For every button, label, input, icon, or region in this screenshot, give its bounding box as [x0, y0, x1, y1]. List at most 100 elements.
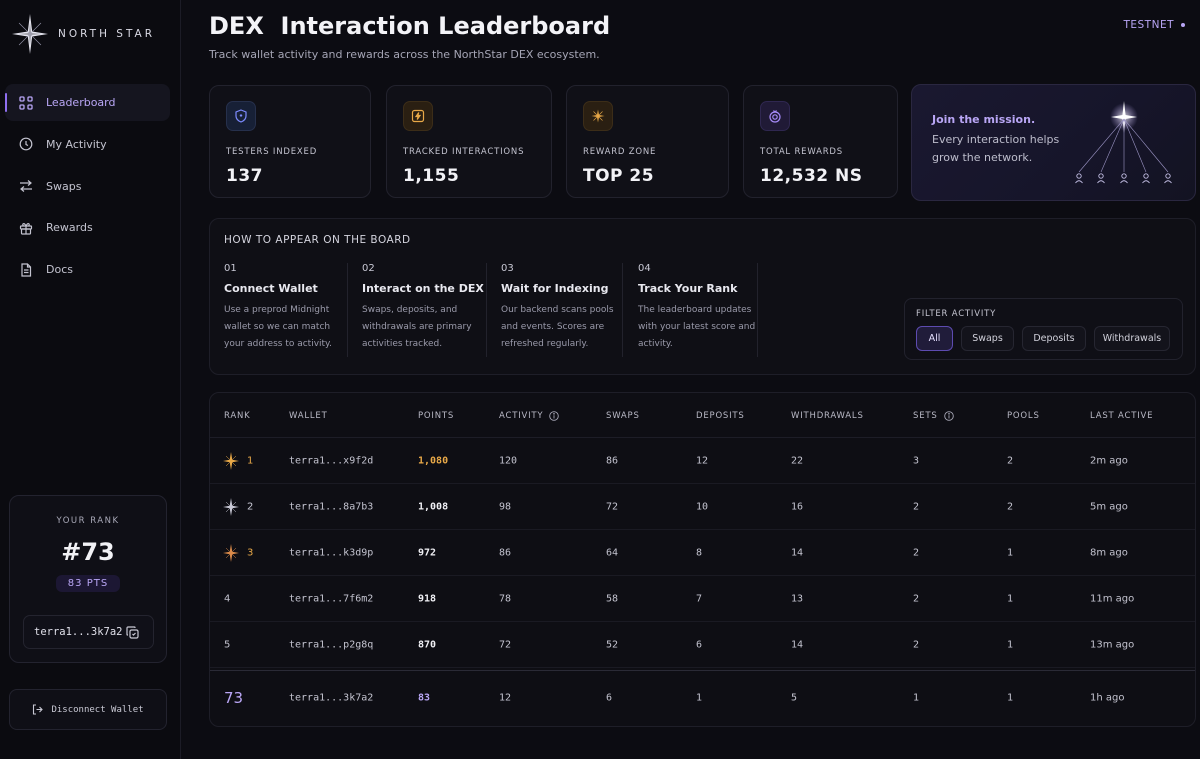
column-header-activity[interactable]: ACTIVITY [499, 411, 560, 421]
column-header-points[interactable]: POINTS [418, 411, 455, 421]
column-header-sets[interactable]: SETS [913, 411, 954, 421]
step-number: 01 [224, 263, 237, 274]
swaps-cell: 52 [606, 639, 619, 650]
table-row[interactable]: 4 terra1...7f6m2 918 78 58 7 13 2 1 11m ago [210, 576, 1195, 622]
rank-cell: 5 [224, 639, 231, 650]
step-divider [622, 263, 623, 357]
filter-chip-deposits[interactable]: Deposits [1022, 326, 1086, 351]
table-row[interactable]: 3 terra1...k3d9p 972 86 64 8 14 2 1 8m ago [210, 530, 1195, 576]
points-cell: 972 [418, 547, 437, 558]
info-icon[interactable] [943, 411, 954, 421]
table-row-your-rank[interactable]: 73 terra1...3k7a2 83 12 6 1 5 1 1 1h ago [210, 670, 1195, 724]
last-active-cell: 5m ago [1090, 501, 1128, 512]
step-number: 03 [501, 263, 514, 274]
points-cell: 870 [418, 639, 437, 650]
sidebar-item-leaderboard[interactable]: Leaderboard [5, 84, 170, 121]
withdrawals-cell: 5 [791, 692, 798, 703]
column-header-withdrawals[interactable]: WITHDRAWALS [791, 411, 864, 421]
activity-cell: 78 [499, 593, 512, 604]
stat-label: REWARD ZONE [583, 147, 657, 157]
pools-cell: 1 [1007, 692, 1014, 703]
wallet-cell[interactable]: terra1...x9f2d [289, 455, 374, 466]
deposits-cell: 7 [696, 593, 703, 604]
your-rank-number: #73 [61, 538, 115, 566]
your-wallet-address[interactable]: terra1...3k7a2 [23, 615, 154, 649]
sidebar-item-docs[interactable]: Docs [5, 251, 170, 288]
gold-star-icon [223, 451, 239, 470]
column-header-pools[interactable]: POOLS [1007, 411, 1040, 421]
table-row[interactable]: 5 terra1...p2g8q 870 72 52 6 14 2 1 13m ago [210, 622, 1195, 668]
filter-chip-withdrawals[interactable]: Withdrawals [1094, 326, 1170, 351]
deposits-cell: 6 [696, 639, 703, 650]
sets-cell: 3 [913, 455, 920, 466]
network-constellation-icon [1075, 101, 1172, 184]
stat-icon-box [226, 101, 256, 131]
withdrawals-cell: 14 [791, 547, 804, 558]
network-badge[interactable]: TESTNET [1123, 19, 1185, 31]
howto-step: 03 Wait for Indexing Our backend scans p… [501, 263, 625, 353]
sidebar-item-label: Rewards [46, 221, 93, 235]
info-icon[interactable] [549, 411, 560, 421]
sidebar: NORTH STAR Leaderboard My Activity Swaps [0, 0, 181, 759]
step-divider [347, 263, 348, 357]
pools-cell: 1 [1007, 639, 1014, 650]
stat-card-total-rewards: TOTAL REWARDS 12,532 NS [743, 85, 898, 198]
deposits-cell: 1 [696, 692, 703, 703]
network-label: TESTNET [1123, 19, 1174, 31]
sidebar-nav: Leaderboard My Activity Swaps Rewards [5, 84, 170, 293]
activity-cell: 120 [499, 455, 518, 466]
mission-title: Join the mission. [932, 113, 1036, 126]
sidebar-item-my-activity[interactable]: My Activity [5, 126, 170, 163]
sidebar-item-rewards[interactable]: Rewards [5, 209, 170, 246]
copy-icon[interactable] [126, 626, 139, 639]
table-row[interactable]: 1 terra1...x9f2d 1,080 120 86 12 22 3 2 2m ago [210, 438, 1195, 484]
swaps-cell: 64 [606, 547, 619, 558]
join-mission-card[interactable]: Join the mission. Every interaction help… [911, 84, 1196, 201]
table-header: RANK WALLET POINTS ACTIVITY SWAPS DEPOSI… [210, 393, 1195, 438]
activity-cell: 72 [499, 639, 512, 650]
leaderboard-table: RANK WALLET POINTS ACTIVITY SWAPS DEPOSI… [209, 392, 1196, 727]
wallet-cell[interactable]: terra1...7f6m2 [289, 593, 374, 604]
deposits-cell: 12 [696, 455, 709, 466]
withdrawals-cell: 14 [791, 639, 804, 650]
filter-chip-swaps[interactable]: Swaps [961, 326, 1014, 351]
table-row[interactable]: 2 terra1...8a7b3 1,008 98 72 10 16 2 2 5m ago [210, 484, 1195, 530]
sidebar-item-swaps[interactable]: Swaps [5, 168, 170, 205]
your-rank-points-badge: 83 PTS [55, 575, 121, 592]
step-divider [486, 263, 487, 357]
column-header-last-active[interactable]: LAST ACTIVE [1090, 411, 1154, 421]
step-title: Track Your Rank [638, 282, 738, 295]
last-active-cell: 2m ago [1090, 455, 1128, 466]
points-cell: 1,008 [418, 501, 449, 512]
step-divider [757, 263, 758, 357]
wallet-cell[interactable]: terra1...3k7a2 [289, 692, 374, 703]
howto-title: HOW TO APPEAR ON THE BOARD [224, 234, 411, 246]
brand[interactable]: NORTH STAR [12, 14, 155, 54]
column-header-rank[interactable]: RANK [224, 411, 251, 421]
stat-value: 1,155 [403, 166, 460, 186]
wallet-address-text: terra1...3k7a2 [34, 626, 123, 638]
sidebar-item-label: Docs [46, 263, 73, 277]
step-title: Wait for Indexing [501, 282, 609, 295]
withdrawals-cell: 16 [791, 501, 804, 512]
pools-cell: 1 [1007, 547, 1014, 558]
column-header-deposits[interactable]: DEPOSITS [696, 411, 745, 421]
wallet-cell[interactable]: terra1...p2g8q [289, 639, 374, 650]
rank-cell: 4 [224, 593, 231, 604]
column-header-wallet[interactable]: WALLET [289, 411, 328, 421]
swaps-cell: 6 [606, 692, 613, 703]
sidebar-item-label: Leaderboard [46, 96, 116, 109]
withdrawals-cell: 22 [791, 455, 804, 466]
wallet-cell[interactable]: terra1...k3d9p [289, 547, 374, 558]
document-icon [21, 263, 32, 277]
deposits-cell: 10 [696, 501, 709, 512]
step-description: Swaps, deposits, and withdrawals are pri… [362, 305, 472, 349]
network-status-dot [1181, 23, 1185, 27]
last-active-cell: 11m ago [1090, 593, 1135, 604]
disconnect-wallet-button[interactable]: Disconnect Wallet [9, 689, 167, 730]
column-header-swaps[interactable]: SWAPS [606, 411, 640, 421]
wallet-cell[interactable]: terra1...8a7b3 [289, 501, 374, 512]
filter-chip-all[interactable]: All [916, 326, 953, 351]
points-cell: 918 [418, 593, 437, 604]
your-rank-label: YOUR RANK [56, 516, 120, 526]
